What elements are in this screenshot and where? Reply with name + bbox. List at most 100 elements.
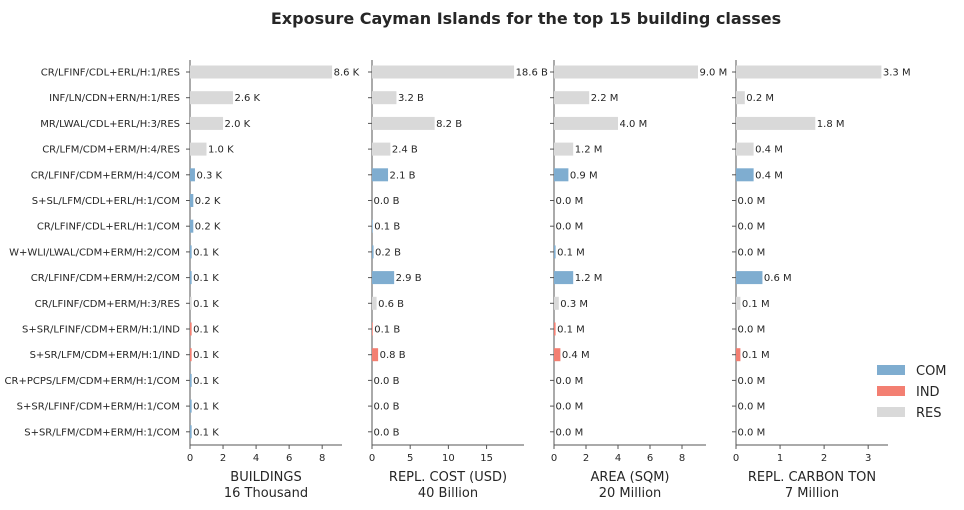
data-label: 0.0 B bbox=[374, 376, 400, 387]
legend-swatch bbox=[877, 407, 905, 417]
bar bbox=[190, 425, 192, 439]
data-label: 0.4 M bbox=[755, 145, 783, 156]
data-label: 2.0 K bbox=[225, 119, 251, 130]
category-label: S+SL/LFM/CDL+ERL/H:1/COM bbox=[32, 196, 180, 207]
data-label: 0.1 B bbox=[374, 222, 400, 233]
data-label: 0.1 K bbox=[193, 247, 219, 258]
x-axis-label: AREA (SQM) bbox=[590, 470, 669, 485]
bar bbox=[190, 348, 192, 362]
bar bbox=[190, 91, 233, 105]
data-label: 0.2 K bbox=[195, 222, 221, 233]
data-label: 2.2 M bbox=[591, 93, 619, 104]
panel-3: 0 2 4 6 8 AREA (SQM)20 Million 9.0 M 2.2 M 4.0 M… bbox=[550, 60, 727, 501]
data-label: 0.1 M bbox=[557, 325, 585, 336]
data-label: 0.1 K bbox=[193, 376, 219, 387]
bar bbox=[736, 348, 741, 362]
x-tick-label: 0 bbox=[369, 453, 375, 464]
data-label: 2.4 B bbox=[392, 145, 418, 156]
data-label: 0.0 B bbox=[374, 427, 400, 438]
x-tick-label: 15 bbox=[480, 453, 493, 464]
category-label: CR+PCPS/LFM/CDM+ERM/H:1/COM bbox=[5, 376, 180, 387]
data-label: 0.0 M bbox=[556, 196, 584, 207]
x-tick-label: 3 bbox=[865, 453, 871, 464]
data-label: 0.3 M bbox=[560, 299, 588, 310]
data-label: 0.6 M bbox=[764, 273, 792, 284]
data-label: 0.6 B bbox=[378, 299, 404, 310]
data-label: 2.6 K bbox=[234, 93, 260, 104]
data-label: 0.1 M bbox=[557, 247, 585, 258]
bar bbox=[190, 296, 192, 310]
bar bbox=[190, 219, 194, 233]
legend-label: COM bbox=[916, 364, 947, 379]
bar bbox=[190, 194, 194, 207]
panel-2: 0 5 10 15 REPL. COST (USD)40 Billion 18.6 B 3.… bbox=[368, 60, 548, 501]
bar bbox=[372, 271, 395, 285]
data-label: 2.9 B bbox=[396, 273, 422, 284]
category-label: CR/LFINF/CDM+ERM/H:3/RES bbox=[35, 299, 180, 310]
x-tick-label: 4 bbox=[253, 453, 259, 464]
category-label: CR/LFINF/CDM+ERM/H:4/COM bbox=[31, 170, 180, 181]
data-label: 0.1 K bbox=[193, 273, 219, 284]
x-axis-label: REPL. CARBON TON bbox=[748, 470, 876, 485]
bar bbox=[554, 271, 574, 285]
x-tick-label: 2 bbox=[220, 453, 226, 464]
bar bbox=[736, 168, 754, 182]
legend-label: RES bbox=[916, 406, 942, 421]
data-label: 0.0 M bbox=[738, 247, 766, 258]
x-tick-label: 2 bbox=[821, 453, 827, 464]
bar bbox=[372, 168, 389, 182]
data-label: 0.1 M bbox=[742, 350, 770, 361]
data-label: 0.0 M bbox=[738, 196, 766, 207]
data-label: 1.2 M bbox=[575, 145, 603, 156]
bar bbox=[190, 322, 192, 336]
bar bbox=[372, 245, 374, 259]
bar bbox=[554, 116, 618, 130]
data-label: 0.0 M bbox=[556, 376, 584, 387]
bar bbox=[554, 322, 556, 336]
data-label: 2.1 B bbox=[390, 170, 416, 181]
x-axis-total: 16 Thousand bbox=[224, 486, 308, 501]
bar bbox=[736, 91, 745, 105]
data-label: 0.1 K bbox=[193, 402, 219, 413]
x-tick-label: 6 bbox=[647, 453, 653, 464]
bar bbox=[736, 271, 763, 285]
data-label: 0.0 B bbox=[374, 196, 400, 207]
data-label: 0.1 K bbox=[193, 325, 219, 336]
x-tick-label: 5 bbox=[407, 453, 413, 464]
x-tick-label: 4 bbox=[615, 453, 621, 464]
data-label: 0.4 M bbox=[562, 350, 590, 361]
bar bbox=[372, 322, 373, 336]
bar bbox=[554, 245, 556, 259]
data-label: 8.2 B bbox=[436, 119, 462, 130]
x-tick-label: 10 bbox=[442, 453, 455, 464]
category-label: S+SR/LFM/CDM+ERM/H:1/IND bbox=[30, 350, 181, 361]
bar bbox=[190, 116, 224, 130]
bar bbox=[554, 348, 561, 362]
data-label: 3.2 B bbox=[398, 93, 424, 104]
bar bbox=[736, 116, 816, 130]
data-label: 0.4 M bbox=[755, 170, 783, 181]
bar bbox=[190, 399, 192, 413]
x-axis-label: BUILDINGS bbox=[230, 470, 301, 485]
x-tick-label: 0 bbox=[551, 453, 557, 464]
bar bbox=[554, 91, 590, 105]
legend-label: IND bbox=[916, 385, 940, 400]
category-label: CR/LFINF/CDL+ERL/H:1/COM bbox=[37, 222, 180, 233]
data-label: 0.0 M bbox=[738, 402, 766, 413]
bar bbox=[554, 168, 569, 182]
bar bbox=[190, 168, 195, 182]
data-label: 1.8 M bbox=[817, 119, 845, 130]
data-label: 0.1 M bbox=[742, 299, 770, 310]
bar bbox=[736, 296, 741, 310]
category-label: INF/LN/CDN+ERN/H:1/RES bbox=[49, 93, 180, 104]
bar bbox=[554, 296, 559, 310]
bar bbox=[372, 142, 391, 156]
data-label: 0.0 M bbox=[556, 427, 584, 438]
legend-swatch bbox=[877, 386, 905, 396]
legend-swatch bbox=[877, 365, 905, 375]
data-label: 1.0 K bbox=[208, 145, 234, 156]
